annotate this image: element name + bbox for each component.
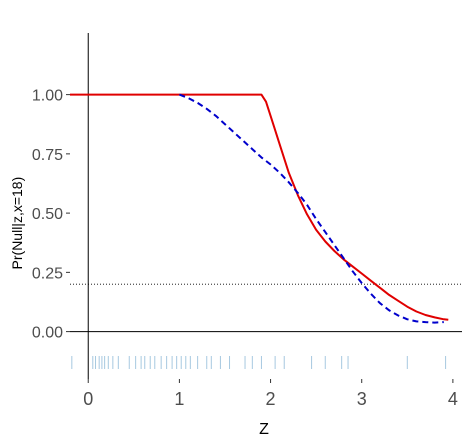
x-tick-label: 2	[266, 389, 276, 409]
series-line-1	[70, 93, 449, 321]
rug-layer	[71, 356, 447, 369]
y-tick-label: 0.00	[32, 325, 63, 342]
y-tick-label: 0.25	[32, 265, 63, 282]
x-tick-label: 4	[448, 389, 458, 409]
x-tick-label: 1	[174, 389, 184, 409]
x-tick-label: 0	[83, 389, 93, 409]
y-tick-label: 1.00	[32, 88, 63, 105]
series-layer	[70, 93, 449, 324]
series-line-2	[179, 93, 444, 324]
y-tick-label: 0.50	[32, 206, 63, 223]
axes-layer	[70, 33, 462, 379]
y-axis-title: Pr(Null|z,x=18)	[9, 177, 25, 270]
y-tick-label: 0.75	[32, 147, 63, 164]
x-tick-label: 3	[357, 389, 367, 409]
x-axis-title: Z	[259, 421, 269, 438]
ticks-layer: 0.00 0.25 0.50 0.75 1.00 0 1 2 3 4	[32, 88, 458, 409]
